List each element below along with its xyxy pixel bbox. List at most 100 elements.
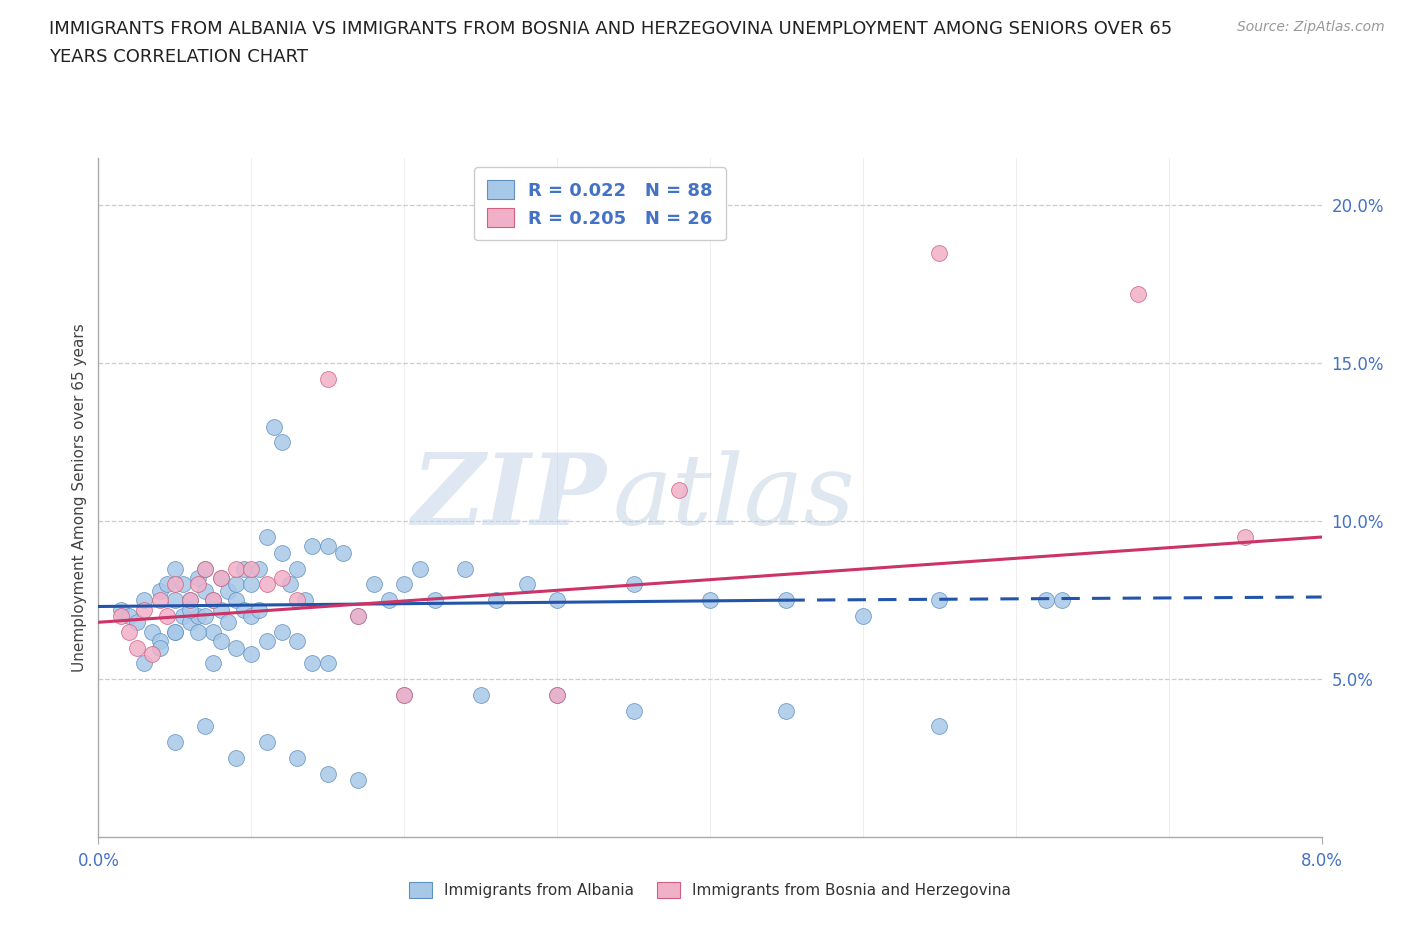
Point	[775, 703, 797, 718]
Text: YEARS CORRELATION CHART: YEARS CORRELATION CHART	[49, 48, 308, 66]
Point	[225, 751, 247, 765]
Point	[285, 561, 308, 576]
Point	[134, 656, 156, 671]
Point	[301, 539, 323, 554]
Point	[217, 615, 239, 630]
Point	[454, 561, 477, 576]
Point	[1050, 592, 1073, 607]
Point	[110, 603, 132, 618]
Point	[1035, 592, 1057, 607]
Point	[256, 529, 278, 544]
Text: IMMIGRANTS FROM ALBANIA VS IMMIGRANTS FROM BOSNIA AND HERZEGOVINA UNEMPLOYMENT A: IMMIGRANTS FROM ALBANIA VS IMMIGRANTS FR…	[49, 20, 1173, 38]
Text: ZIP: ZIP	[411, 449, 606, 546]
Point	[285, 751, 308, 765]
Point	[149, 633, 172, 648]
Point	[209, 571, 232, 586]
Point	[163, 624, 186, 639]
Point	[163, 624, 186, 639]
Point	[118, 624, 141, 639]
Point	[179, 615, 201, 630]
Point	[316, 539, 339, 554]
Point	[118, 608, 141, 623]
Point	[928, 592, 950, 607]
Legend: Immigrants from Albania, Immigrants from Bosnia and Herzegovina: Immigrants from Albania, Immigrants from…	[404, 876, 1017, 904]
Point	[347, 773, 370, 788]
Point	[316, 372, 339, 387]
Point	[217, 583, 239, 598]
Point	[775, 592, 797, 607]
Point	[699, 592, 721, 607]
Point	[240, 577, 263, 591]
Point	[179, 592, 201, 607]
Point	[134, 603, 156, 618]
Point	[285, 592, 308, 607]
Point	[546, 687, 568, 702]
Point	[232, 561, 254, 576]
Point	[928, 246, 950, 260]
Point	[485, 592, 508, 607]
Point	[187, 608, 209, 623]
Point	[392, 577, 416, 591]
Point	[285, 633, 308, 648]
Point	[149, 583, 172, 598]
Point	[668, 483, 690, 498]
Point	[194, 583, 217, 598]
Point	[202, 656, 225, 671]
Point	[256, 577, 278, 591]
Point	[623, 703, 645, 718]
Point	[194, 608, 217, 623]
Point	[392, 687, 416, 702]
Point	[194, 561, 217, 576]
Point	[247, 603, 270, 618]
Point	[1128, 286, 1150, 301]
Text: Source: ZipAtlas.com: Source: ZipAtlas.com	[1237, 20, 1385, 34]
Point	[301, 656, 323, 671]
Point	[187, 577, 209, 591]
Point	[928, 719, 950, 734]
Point	[172, 577, 194, 591]
Point	[225, 561, 247, 576]
Point	[256, 633, 278, 648]
Point	[202, 624, 225, 639]
Point	[294, 592, 316, 607]
Point	[134, 592, 156, 607]
Point	[141, 646, 163, 661]
Point	[240, 608, 263, 623]
Point	[363, 577, 385, 591]
Point	[149, 592, 172, 607]
Point	[225, 592, 247, 607]
Point	[110, 608, 132, 623]
Point	[623, 577, 645, 591]
Point	[163, 735, 186, 750]
Point	[163, 561, 186, 576]
Point	[263, 419, 285, 434]
Point	[316, 656, 339, 671]
Point	[240, 561, 263, 576]
Point	[187, 624, 209, 639]
Point	[156, 608, 179, 623]
Point	[546, 592, 568, 607]
Point	[270, 545, 294, 560]
Point	[125, 640, 148, 655]
Point	[202, 592, 225, 607]
Point	[163, 577, 186, 591]
Point	[852, 608, 875, 623]
Point	[225, 577, 247, 591]
Point	[209, 603, 232, 618]
Point	[392, 687, 416, 702]
Point	[209, 633, 232, 648]
Point	[194, 719, 217, 734]
Point	[256, 735, 278, 750]
Point	[125, 615, 148, 630]
Point	[156, 577, 179, 591]
Point	[141, 624, 163, 639]
Point	[172, 608, 194, 623]
Point	[209, 571, 232, 586]
Point	[546, 687, 568, 702]
Point	[179, 603, 201, 618]
Text: atlas: atlas	[612, 450, 855, 545]
Point	[270, 571, 294, 586]
Point	[240, 646, 263, 661]
Point	[316, 766, 339, 781]
Point	[347, 608, 370, 623]
